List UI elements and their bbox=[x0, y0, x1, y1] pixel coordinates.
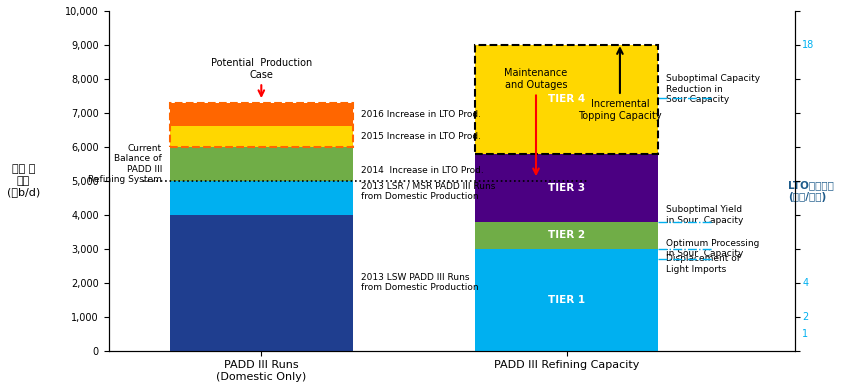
Text: Displacement of
Light Imports: Displacement of Light Imports bbox=[666, 254, 740, 274]
Text: 2015 Increase in LTO Prod.: 2015 Increase in LTO Prod. bbox=[361, 132, 480, 141]
Text: 2013 LSW PADD III Runs
from Domestic Production: 2013 LSW PADD III Runs from Domestic Pro… bbox=[361, 273, 479, 293]
Bar bbox=[170, 181, 353, 215]
Bar bbox=[170, 215, 353, 351]
Text: LTO가격할인
(달러/배럴): LTO가격할인 (달러/배럴) bbox=[788, 180, 833, 202]
Text: 2016 Increase in LTO Prod.: 2016 Increase in LTO Prod. bbox=[361, 110, 480, 119]
Text: TIER 1: TIER 1 bbox=[548, 295, 585, 305]
Text: TIER 4: TIER 4 bbox=[547, 94, 585, 104]
Bar bbox=[475, 154, 658, 222]
Text: Incremental
Topping Capacity: Incremental Topping Capacity bbox=[578, 99, 662, 121]
Text: TIER 3: TIER 3 bbox=[548, 182, 585, 193]
Text: 4: 4 bbox=[802, 278, 808, 288]
Bar bbox=[475, 222, 658, 249]
Text: Suboptimal Capacity
Reduction in
Sour Capacity: Suboptimal Capacity Reduction in Sour Ca… bbox=[666, 74, 759, 104]
Text: 2014  Increase in LTO Prod.: 2014 Increase in LTO Prod. bbox=[361, 166, 484, 175]
Text: 18: 18 bbox=[802, 40, 815, 50]
Text: TIER 2: TIER 2 bbox=[548, 230, 585, 240]
Bar bbox=[170, 103, 353, 126]
Text: Maintenance
and Outages: Maintenance and Outages bbox=[505, 68, 568, 90]
Text: 2013 LSR / MSR PADD III Runs
from Domestic Production: 2013 LSR / MSR PADD III Runs from Domest… bbox=[361, 181, 495, 201]
Text: 1: 1 bbox=[802, 329, 808, 339]
Text: Current
Balance of
PADD III
Refining System: Current Balance of PADD III Refining Sys… bbox=[88, 144, 162, 184]
Text: 2: 2 bbox=[802, 312, 808, 322]
Text: Optimum Processing
in Sour  Capacity: Optimum Processing in Sour Capacity bbox=[666, 239, 759, 259]
Bar bbox=[475, 249, 658, 351]
Y-axis label: 용량 및
운영
(천b/d): 용량 및 운영 (천b/d) bbox=[7, 164, 40, 198]
Bar bbox=[170, 126, 353, 147]
Bar bbox=[170, 147, 353, 181]
Bar bbox=[475, 45, 658, 154]
Text: Potential  Production
Case: Potential Production Case bbox=[211, 58, 312, 80]
Text: Suboptimal Yield
in Sour  Capacity: Suboptimal Yield in Sour Capacity bbox=[666, 205, 743, 224]
